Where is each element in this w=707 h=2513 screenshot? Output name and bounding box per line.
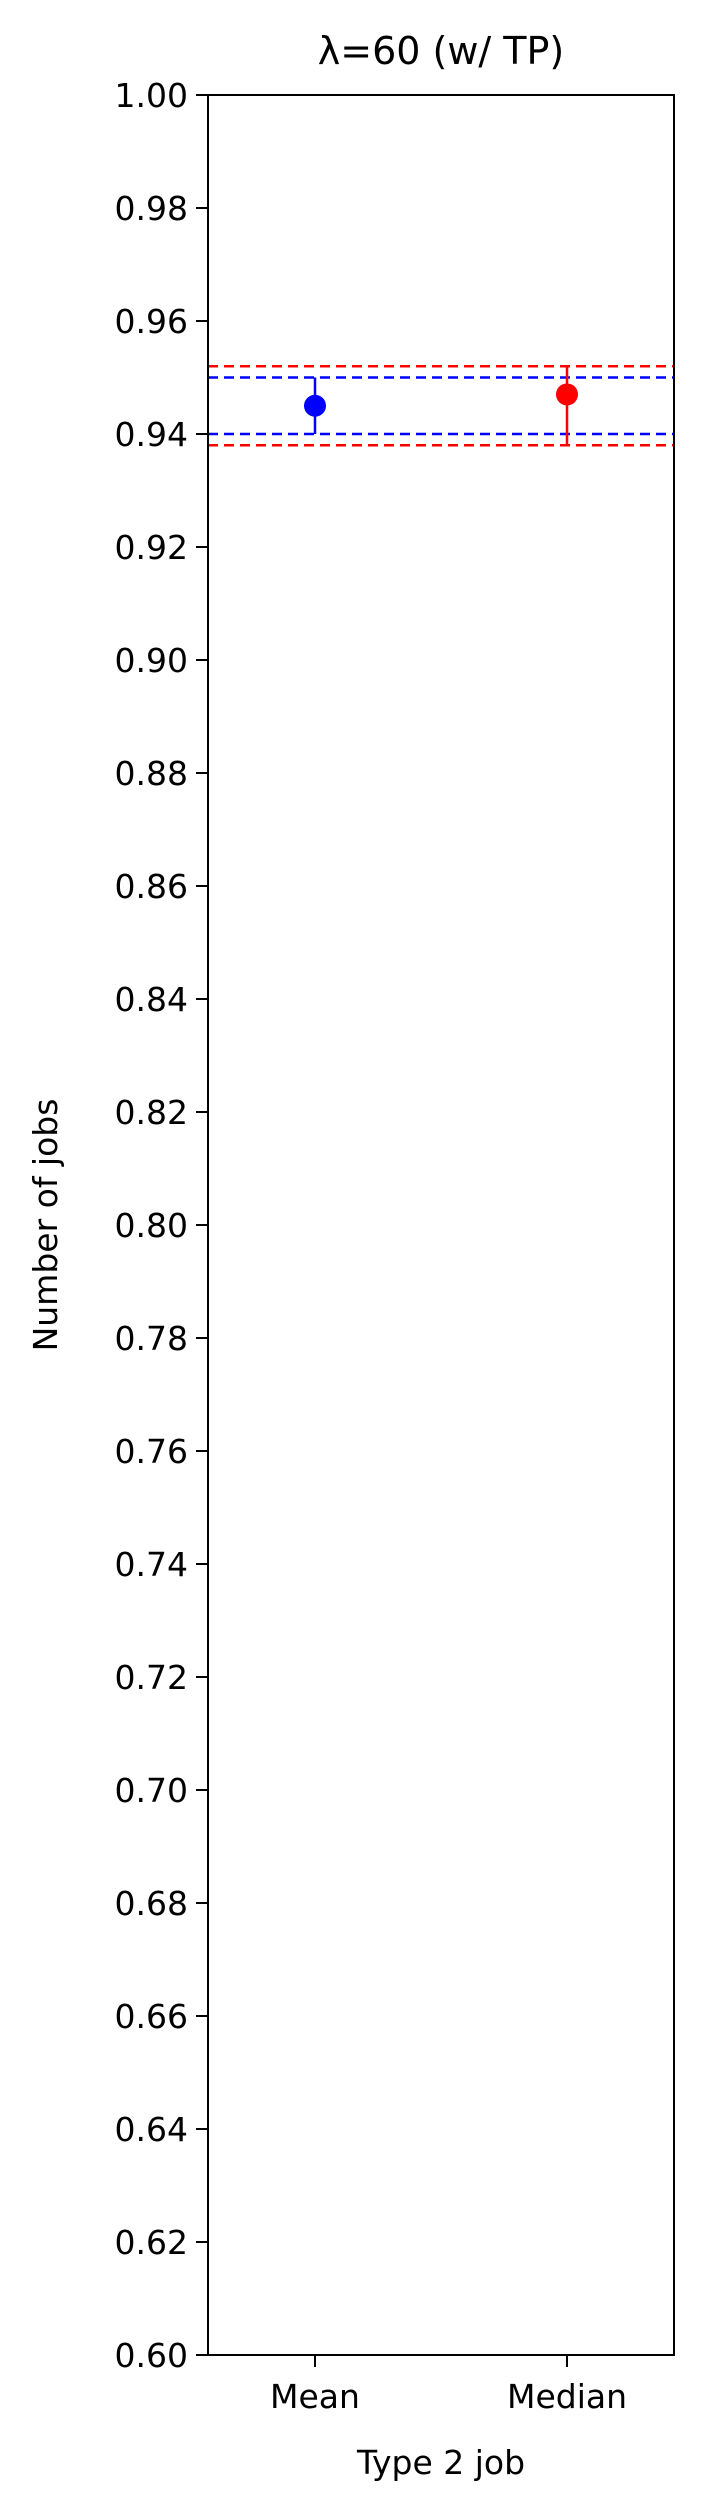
y-tick-label: 0.94	[115, 415, 188, 454]
y-tick-label: 0.74	[115, 1545, 188, 1584]
y-tick-label: 0.68	[115, 1884, 188, 1923]
x-axis-label: Type 2 job	[356, 2443, 525, 2482]
y-tick-label: 0.92	[115, 528, 188, 567]
y-tick-label: 0.70	[115, 1771, 188, 1810]
y-tick-label: 0.64	[115, 2110, 188, 2149]
plot-frame	[207, 94, 675, 2356]
chart-title: λ=60 (w/ TP)	[318, 29, 565, 73]
y-tick-label: 0.96	[115, 302, 188, 341]
y-tick-label: 0.60	[115, 2336, 188, 2375]
y-tick-label: 0.88	[115, 754, 188, 793]
y-axis-ticks: 0.60 0.62 0.64 0.66 0.68 0.70 0.72 0.74 0.76 0.78…	[115, 76, 208, 2375]
y-tick-label: 0.98	[115, 189, 188, 228]
data-point-median	[556, 383, 578, 406]
y-tick-label: 0.66	[115, 1997, 188, 2036]
y-tick-label: 0.80	[115, 1206, 188, 1245]
data-points	[304, 366, 578, 446]
x-tick-label: Median	[507, 2377, 627, 2416]
y-tick-label: 0.78	[115, 1319, 188, 1358]
y-tick-label: 0.86	[115, 867, 188, 906]
y-tick-label: 0.72	[115, 1658, 188, 1697]
y-tick-label: 0.84	[115, 980, 188, 1019]
reference-lines	[208, 364, 674, 447]
plot-area	[208, 95, 674, 2355]
y-tick-label: 0.62	[115, 2223, 188, 2262]
x-tick-label: Mean	[270, 2377, 360, 2416]
y-tick-label: 0.82	[115, 1093, 188, 1132]
y-tick-label: 0.76	[115, 1432, 188, 1471]
x-axis-ticks: Mean Median	[270, 2355, 627, 2416]
y-tick-label: 0.90	[115, 641, 188, 680]
data-point-mean	[304, 394, 326, 417]
y-tick-label: 1.00	[115, 76, 188, 115]
y-axis-label: Number of jobs	[26, 1099, 65, 1352]
